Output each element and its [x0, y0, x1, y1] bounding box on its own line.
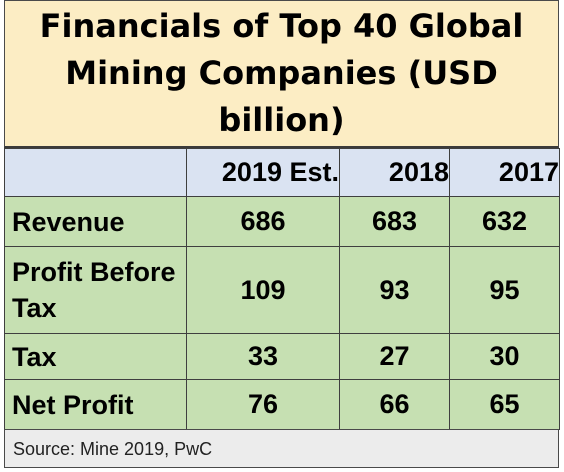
row-label-net-profit: Net Profit [4, 379, 187, 430]
table-row: Net Profit 76 66 65 [4, 379, 560, 430]
header-cell-empty [4, 148, 187, 197]
value-revenue-2019: 686 [186, 196, 340, 247]
source-note: Source: Mine 2019, PwC [4, 429, 559, 468]
header-cell-2019: 2019 Est. [186, 148, 340, 197]
value-revenue-2018: 683 [339, 196, 450, 247]
table-row: Tax 33 27 30 [4, 333, 560, 380]
financials-table: 2019 Est. 2018 2017 Revenue 686 683 632 … [4, 148, 560, 430]
value-revenue-2017: 632 [449, 196, 560, 247]
value-tax-2018: 27 [339, 333, 450, 380]
header-cell-2018: 2018 [339, 148, 450, 197]
value-net-profit-2018: 66 [339, 379, 450, 430]
value-tax-2017: 30 [449, 333, 560, 380]
value-profit-before-tax-2019: 109 [186, 246, 340, 334]
value-net-profit-2017: 65 [449, 379, 560, 430]
table-title: Financials of Top 40 Global Mining Compa… [4, 0, 559, 148]
value-profit-before-tax-2018: 93 [339, 246, 450, 334]
value-net-profit-2019: 76 [186, 379, 340, 430]
value-tax-2019: 33 [186, 333, 340, 380]
row-label-profit-before-tax: Profit Before Tax [4, 246, 187, 334]
header-row: 2019 Est. 2018 2017 [4, 148, 560, 197]
header-cell-2017: 2017 [449, 148, 560, 197]
table-row: Profit Before Tax 109 93 95 [4, 246, 560, 334]
value-profit-before-tax-2017: 95 [449, 246, 560, 334]
table-row: Revenue 686 683 632 [4, 196, 560, 247]
row-label-revenue: Revenue [4, 196, 187, 247]
row-label-tax: Tax [4, 333, 187, 380]
